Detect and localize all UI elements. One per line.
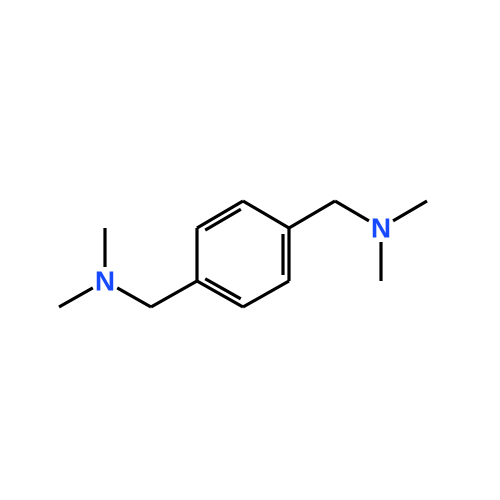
atom-label-N2: N [95,266,115,297]
molecule-diagram: NN [0,0,500,500]
atom-labels: NN [95,213,391,297]
atom-label-N1: N [371,213,391,244]
